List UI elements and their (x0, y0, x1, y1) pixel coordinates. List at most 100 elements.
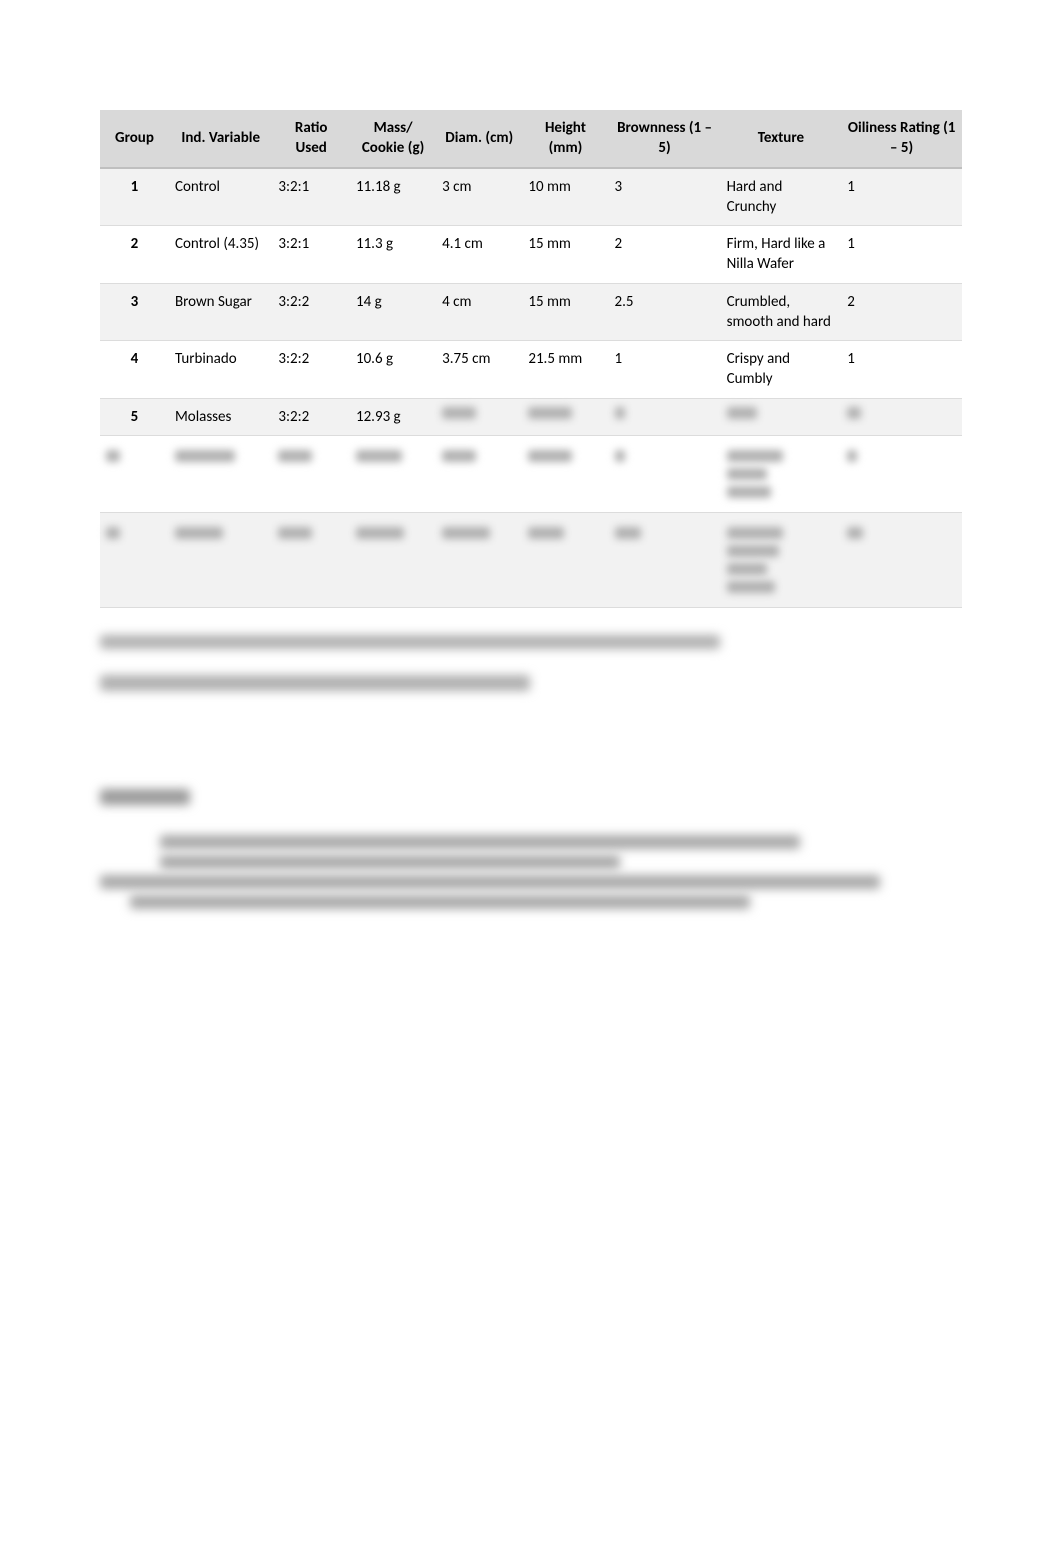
blurred-line (160, 855, 620, 869)
blurred-content (727, 527, 783, 539)
blurred-content (615, 450, 625, 462)
cell-height: 15 mm (522, 226, 608, 284)
cell-texture: Crispy and Cumbly (721, 341, 842, 399)
blurred-cell (841, 435, 962, 512)
cell-diam: 3 cm (436, 168, 522, 226)
blurred-content (528, 450, 572, 462)
blurred-heading-line (100, 675, 530, 691)
blurred-cell (847, 407, 861, 419)
blurred-content (847, 450, 857, 462)
cell-texture: Crumbled, smooth and hard (721, 283, 842, 341)
cell-texture: Firm, Hard like a Nilla Wafer (721, 226, 842, 284)
cell-mass: 10.6 g (350, 341, 436, 399)
table-row: 2Control (4.35)3:2:111.3 g4.1 cm15 mm2Fi… (100, 226, 962, 284)
cell-oil (841, 398, 962, 435)
table-row-blurred (100, 435, 962, 512)
cell-ind: Control (169, 168, 272, 226)
blurred-cell (615, 407, 625, 419)
cell-height: 10 mm (522, 168, 608, 226)
blurred-question-item (100, 835, 962, 869)
blurred-content (727, 581, 775, 593)
blurred-content (727, 545, 779, 557)
cell-group: 5 (100, 398, 169, 435)
cell-group: 4 (100, 341, 169, 399)
blurred-content (356, 527, 404, 539)
table-header-row: Group Ind. Variable Ratio Used Mass/ Coo… (100, 110, 962, 168)
cell-ind: Brown Sugar (169, 283, 272, 341)
blurred-content (442, 527, 490, 539)
cell-diam: 4.1 cm (436, 226, 522, 284)
blurred-content (727, 450, 783, 462)
blurred-cell (169, 512, 272, 607)
table-row-blurred (100, 512, 962, 607)
blurred-content (175, 527, 223, 539)
blurred-content (615, 527, 641, 539)
blurred-caption-line (100, 635, 720, 649)
blurred-content (278, 527, 312, 539)
cell-brown: 1 (609, 341, 721, 399)
blurred-cell (350, 512, 436, 607)
cell-ind: Molasses (169, 398, 272, 435)
blurred-para-line (130, 895, 750, 909)
blurred-cell (721, 512, 842, 607)
blurred-cell (169, 435, 272, 512)
cell-height: 21.5 mm (522, 341, 608, 399)
blurred-cell (100, 435, 169, 512)
blurred-cell (442, 407, 476, 419)
cell-texture (721, 398, 842, 435)
blurred-cell (522, 512, 608, 607)
cell-mass: 12.93 g (350, 398, 436, 435)
cell-mass: 11.3 g (350, 226, 436, 284)
blurred-cell (522, 435, 608, 512)
blurred-questions-heading (100, 789, 190, 805)
cell-texture: Hard and Crunchy (721, 168, 842, 226)
cell-group: 1 (100, 168, 169, 226)
cell-height: 15 mm (522, 283, 608, 341)
blurred-cell (436, 512, 522, 607)
col-mass: Mass/ Cookie (g) (350, 110, 436, 168)
cell-height (522, 398, 608, 435)
cell-ratio: 3:2:1 (272, 168, 350, 226)
blurred-caption-block (100, 632, 962, 699)
cell-ratio: 3:2:2 (272, 283, 350, 341)
blurred-content (175, 450, 235, 462)
cell-mass: 11.18 g (350, 168, 436, 226)
cell-group: 3 (100, 283, 169, 341)
cell-ind: Control (4.35) (169, 226, 272, 284)
cell-brown: 3 (609, 168, 721, 226)
col-diam: Diam. (cm) (436, 110, 522, 168)
blurred-cell (436, 435, 522, 512)
blurred-cell (609, 512, 721, 607)
col-ratio: Ratio Used (272, 110, 350, 168)
table-row: 1Control3:2:111.18 g3 cm10 mm3Hard and C… (100, 168, 962, 226)
blurred-content (442, 450, 476, 462)
blurred-content (106, 450, 120, 462)
blurred-cell (100, 512, 169, 607)
col-ind: Ind. Variable (169, 110, 272, 168)
blurred-cell (609, 435, 721, 512)
cell-ratio: 3:2:1 (272, 226, 350, 284)
table-row: 4Turbinado3:2:210.6 g3.75 cm21.5 mm1Cris… (100, 341, 962, 399)
col-height: Height (mm) (522, 110, 608, 168)
blurred-content (528, 527, 564, 539)
blurred-cell (727, 407, 757, 419)
blurred-line (160, 835, 800, 849)
blurred-content (278, 450, 312, 462)
cell-diam (436, 398, 522, 435)
blurred-para-line (100, 875, 880, 889)
cell-oil: 1 (841, 341, 962, 399)
questions-section (100, 789, 962, 909)
blurred-content (847, 527, 863, 539)
cell-oil: 2 (841, 283, 962, 341)
col-group: Group (100, 110, 169, 168)
col-texture: Texture (721, 110, 842, 168)
cell-oil: 1 (841, 226, 962, 284)
cell-brown (609, 398, 721, 435)
blurred-cell (721, 435, 842, 512)
document-page: Group Ind. Variable Ratio Used Mass/ Coo… (0, 0, 1062, 975)
table-row: 5Molasses3:2:212.93 g (100, 398, 962, 435)
table-body: 1Control3:2:111.18 g3 cm10 mm3Hard and C… (100, 168, 962, 608)
blurred-content (727, 563, 767, 575)
cookie-data-table: Group Ind. Variable Ratio Used Mass/ Coo… (100, 110, 962, 608)
blurred-cell (841, 512, 962, 607)
